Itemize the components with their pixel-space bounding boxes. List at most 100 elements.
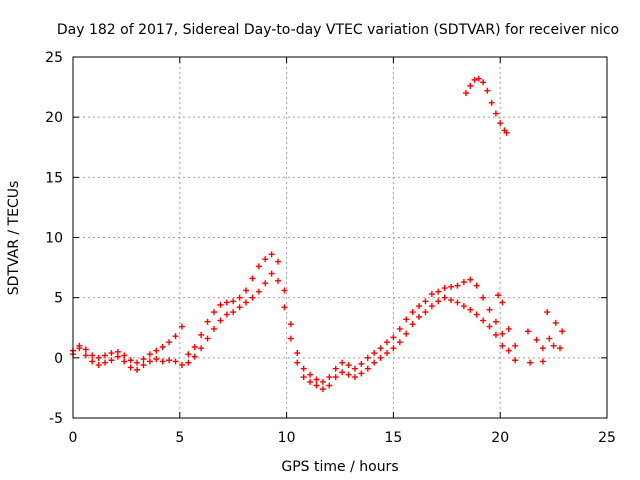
data-point (146, 358, 153, 365)
data-point (467, 306, 474, 313)
data-point (287, 335, 294, 342)
data-point (416, 313, 423, 320)
data-point (326, 382, 333, 389)
data-point (383, 339, 390, 346)
data-point (249, 275, 256, 282)
data-point (268, 270, 275, 277)
data-point (422, 309, 429, 316)
data-point (512, 357, 519, 364)
data-point (505, 325, 512, 332)
data-point (307, 371, 314, 378)
data-point (153, 356, 160, 363)
data-point (198, 345, 205, 352)
data-point (300, 374, 307, 381)
data-point (403, 330, 410, 337)
data-point (475, 75, 482, 82)
y-tick-label: -5 (49, 411, 63, 427)
data-point (178, 323, 185, 330)
data-point (552, 319, 559, 326)
data-point (82, 346, 89, 353)
y-tick-label: 5 (54, 291, 63, 307)
data-point (287, 321, 294, 328)
data-point (275, 277, 282, 284)
data-point (121, 352, 128, 359)
data-point (319, 378, 326, 385)
data-point (409, 321, 416, 328)
y-tick-label: 0 (54, 351, 63, 367)
data-point (281, 304, 288, 311)
data-point (185, 351, 192, 358)
data-point (539, 345, 546, 352)
x-tick-label: 10 (278, 430, 296, 446)
data-point (471, 76, 478, 83)
data-point (332, 374, 339, 381)
data-point (332, 365, 339, 372)
data-point (153, 347, 160, 354)
data-point (428, 291, 435, 298)
data-point (275, 258, 282, 265)
data-point (294, 359, 301, 366)
data-point (480, 294, 487, 301)
data-point (121, 358, 128, 365)
data-point (319, 386, 326, 393)
data-point (140, 356, 147, 363)
data-points (70, 75, 566, 393)
data-point (460, 303, 467, 310)
data-point (326, 374, 333, 381)
data-point (102, 359, 109, 366)
data-point (204, 335, 211, 342)
data-point (364, 354, 371, 361)
y-tick-label: 10 (45, 231, 63, 247)
data-point (127, 364, 134, 371)
data-point (435, 288, 442, 295)
data-point (371, 350, 378, 357)
data-point (95, 354, 102, 361)
data-point (134, 359, 141, 366)
data-point (243, 299, 250, 306)
data-point (539, 358, 546, 365)
data-point (495, 292, 502, 299)
data-point (499, 330, 506, 337)
data-point (390, 334, 397, 341)
data-point (377, 354, 384, 361)
data-point (524, 328, 531, 335)
data-point (127, 357, 134, 364)
data-point (230, 298, 237, 305)
data-point (544, 309, 551, 316)
axis-ticks: 0 5 10 15 20 25 -5 0 5 10 15 20 25 (45, 50, 616, 446)
data-point (262, 256, 269, 263)
data-point (492, 110, 499, 117)
data-point (480, 317, 487, 324)
data-point (448, 283, 455, 290)
data-point (448, 297, 455, 304)
data-point (262, 280, 269, 287)
data-point (217, 301, 224, 308)
data-point (441, 285, 448, 292)
data-point (95, 362, 102, 369)
plot-area-border (72, 56, 608, 419)
data-point (140, 362, 147, 369)
data-point (492, 318, 499, 325)
data-point (454, 282, 461, 289)
data-point (460, 279, 467, 286)
data-point (505, 347, 512, 354)
data-point (533, 336, 540, 343)
x-tick-label: 25 (598, 430, 616, 446)
data-point (422, 298, 429, 305)
y-axis-label: SDTVAR / TECUs (6, 181, 22, 296)
data-point (236, 294, 243, 301)
y-tick-label: 20 (45, 110, 63, 126)
data-point (255, 263, 262, 270)
data-point (351, 374, 358, 381)
data-point (82, 352, 89, 359)
data-point (497, 120, 504, 127)
data-point (403, 316, 410, 323)
data-point (396, 339, 403, 346)
data-point (236, 304, 243, 311)
x-tick-label: 15 (384, 430, 402, 446)
data-point (559, 328, 566, 335)
data-point (480, 79, 487, 86)
data-point (390, 345, 397, 352)
data-point (108, 357, 115, 364)
